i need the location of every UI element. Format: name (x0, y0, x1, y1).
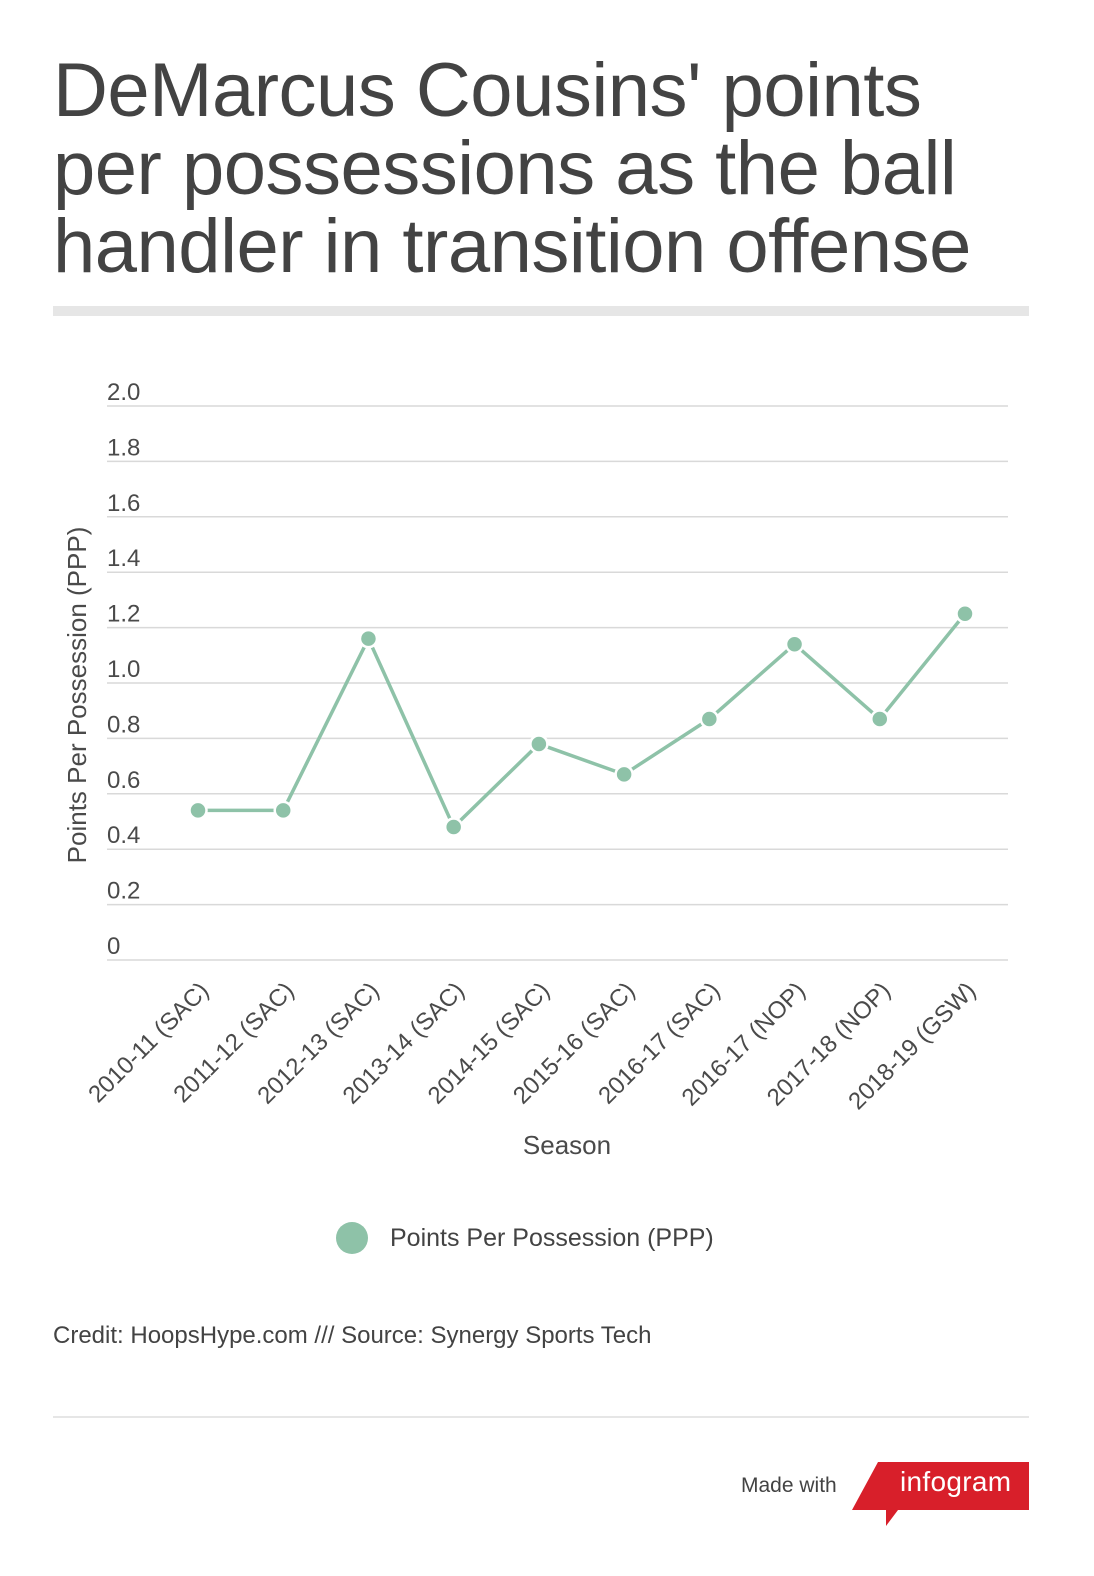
data-point[interactable] (614, 764, 634, 785)
y-tick-label: 1.2 (107, 601, 140, 628)
y-tick-label: 0.4 (107, 822, 140, 849)
y-axis-title: Points Per Possession (PPP) (62, 527, 92, 864)
data-point[interactable] (955, 604, 975, 624)
gridlines (107, 405, 1008, 961)
x-axis-ticks: 2010-11 (SAC)2011-12 (SAC)2012-13 (SAC)2… (83, 977, 981, 1115)
data-point[interactable] (443, 817, 464, 837)
legend: Points Per Possession (PPP) (336, 1218, 714, 1258)
data-point[interactable] (870, 709, 890, 729)
y-tick-label: 0.8 (107, 711, 140, 738)
y-tick-label: 2.0 (107, 379, 140, 406)
y-tick-label: 1.6 (107, 490, 140, 517)
line-chart: 0 0.2 0.4 0.6 0.8 1.0 1.2 1.4 1.6 1.8 2.0 2010-11 … (62, 379, 1008, 1160)
legend-label: Points Per Possession (PPP) (390, 1223, 714, 1252)
chart-title: DeMarcus Cousins' points per possessions… (53, 48, 971, 289)
data-point[interactable] (784, 634, 805, 654)
data-point[interactable] (358, 628, 379, 649)
made-with-text: Made with (741, 1474, 837, 1497)
legend-marker (336, 1222, 368, 1254)
series-line (198, 612, 967, 829)
y-axis-ticks: 0 0.2 0.4 0.6 0.8 1.0 1.2 1.4 1.6 1.8 2.0 (107, 379, 140, 960)
y-tick-label: 0.2 (107, 878, 140, 905)
title-divider (53, 306, 1029, 316)
data-point[interactable] (273, 800, 293, 821)
infogram-badge-icon (852, 1462, 1029, 1526)
y-tick-label: 0.6 (107, 767, 140, 794)
data-point[interactable] (529, 734, 549, 754)
data-point[interactable] (188, 800, 208, 821)
y-tick-label: 1.8 (107, 434, 140, 461)
infogram-logo[interactable]: infogram (852, 1462, 1029, 1526)
y-tick-label: 0 (107, 933, 120, 960)
credit-line: Credit: HoopsHype.com /// Source: Synerg… (53, 1322, 652, 1349)
y-tick-label: 1.0 (107, 656, 140, 683)
series-points-per-possession (188, 604, 975, 837)
data-point[interactable] (699, 709, 720, 729)
x-axis-title: Season (523, 1130, 611, 1160)
y-tick-label: 1.4 (107, 545, 140, 572)
infogram-wordmark: infogram (900, 1466, 1012, 1497)
footer-divider (53, 1416, 1029, 1418)
